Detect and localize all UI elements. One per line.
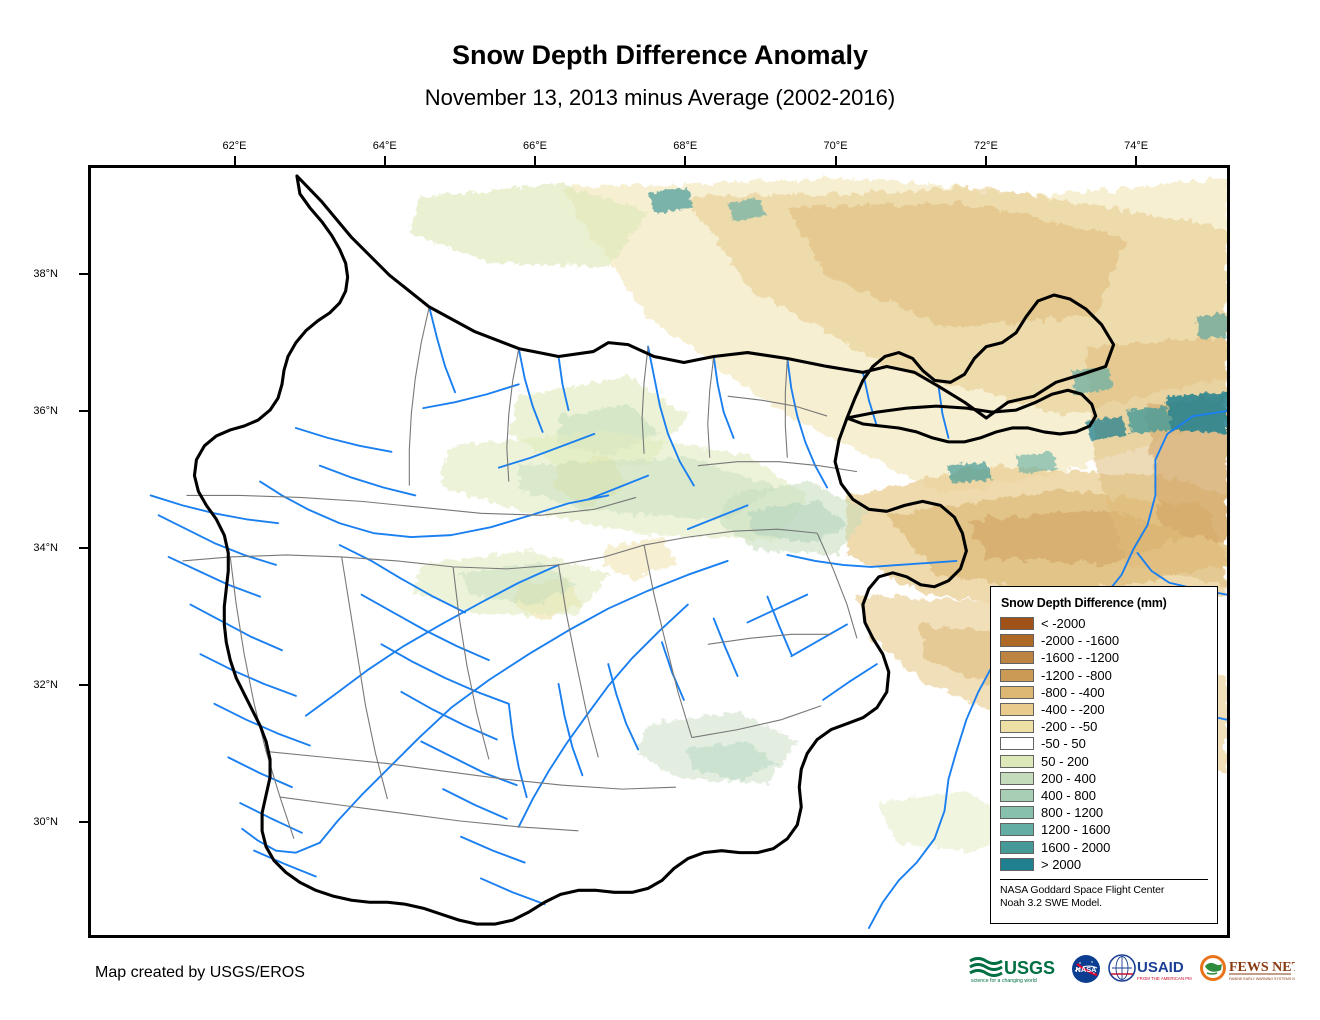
legend-row: -1200 - -800 [1000,667,1208,684]
longitude-tick [684,156,687,165]
fewsnet-tagline: FAMINE EARLY WARNING SYSTEMS NETWORK [1229,977,1295,981]
legend-swatch [1000,720,1034,734]
legend-row: 200 - 400 [1000,770,1208,787]
legend-swatch [1000,703,1034,717]
river-network [149,174,1227,929]
latitude-tick-label: 36°N [33,405,58,418]
latitude-tick-label: 38°N [33,268,58,281]
longitude-tick [834,156,837,165]
legend-row: 1200 - 1600 [1000,821,1208,838]
legend-swatch [1000,806,1034,820]
longitude-tick-label: 72°E [973,140,998,152]
longitude-tick [1135,156,1138,165]
legend-swatch [1000,651,1034,665]
longitude-tick [383,156,386,165]
legend-label: 800 - 1200 [1041,805,1104,821]
latitude-tick-label: 32°N [33,678,58,691]
longitude-tick [233,156,236,165]
legend-footnote-line2: Noah 3.2 SWE Model. [1000,896,1102,909]
legend-label: 1600 - 2000 [1041,839,1111,855]
legend-swatch [1000,754,1034,768]
legend-row: -400 - -200 [1000,701,1208,718]
legend-label: < -2000 [1041,616,1086,632]
legend-swatch [1000,685,1034,699]
longitude-tick [984,156,987,165]
legend-label: -1200 - -800 [1041,667,1112,683]
afghanistan-border [192,174,1116,926]
latitude-tick [79,683,88,686]
legend-row: > 2000 [1000,856,1208,873]
legend-label: -1600 - -1200 [1041,650,1120,666]
legend-row: < -2000 [1000,615,1208,632]
usaid-logo: USAID FROM THE AMERICAN PEOPLE [1108,953,1192,985]
legend-label: 50 - 200 [1041,753,1089,769]
legend-label: -400 - -200 [1041,702,1105,718]
legend-label: > 2000 [1041,856,1082,872]
wakhan-corridor-border [845,388,1098,444]
map-credit: Map created by USGS/EROS [95,964,305,981]
map-legend: Snow Depth Difference (mm) < -2000 -2000 … [990,586,1218,924]
fewsnet-logo: FEWS NET FAMINE EARLY WARNING SYSTEMS NE… [1199,953,1295,985]
nasa-wordmark: NASA [1076,965,1098,974]
longitude-tick-label: 68°E [673,140,698,152]
latitude-tick [79,410,88,413]
longitude-tick-label: 70°E [823,140,848,152]
latitude-tick [79,547,88,550]
page-title: Snow Depth Difference Anomaly [451,40,869,70]
legend-row: 400 - 800 [1000,787,1208,804]
usaid-tagline: FROM THE AMERICAN PEOPLE [1137,976,1192,981]
legend-entries: < -2000 -2000 - -1600 -1600 - -1200 -1200 -… [1000,615,1208,873]
legend-swatch [1000,857,1034,871]
legend-row: -1600 - -1200 [1000,649,1208,666]
longitude-tick-label: 64°E [372,140,397,152]
legend-label: -2000 - -1600 [1041,633,1120,649]
page-subtitle: November 13, 2013 minus Average (2002-20… [424,85,896,110]
legend-row: -2000 - -1600 [1000,632,1208,649]
legend-row: 1600 - 2000 [1000,838,1208,855]
longitude-tick-label: 66°E [523,140,548,152]
legend-swatch [1000,788,1034,802]
legend-label: -200 - -50 [1041,719,1098,735]
latitude-tick-label: 30°N [33,815,58,828]
legend-footnote: NASA Goddard Space Flight Center Noah 3.… [1000,878,1208,910]
usgs-wave-mark [969,957,1003,977]
legend-label: -800 - -400 [1041,684,1105,700]
longitude-tick [534,156,537,165]
legend-title: Snow Depth Difference (mm) [1001,596,1167,610]
legend-footnote-line1: NASA Goddard Space Flight Center [1000,883,1165,896]
longitude-tick-label: 62°E [222,140,247,152]
usgs-wordmark: USGS [1004,958,1055,978]
legend-row: -800 - -400 [1000,684,1208,701]
legend-row: 50 - 200 [1000,753,1208,770]
usgs-logo: USGS science for a changing world [968,953,1064,985]
legend-row: -200 - -50 [1000,718,1208,735]
legend-row: 800 - 1200 [1000,804,1208,821]
legend-label: 200 - 400 [1041,770,1096,786]
legend-row: -50 - 50 [1000,735,1208,752]
province-boundaries [182,306,858,839]
legend-label: 400 - 800 [1041,787,1096,803]
longitude-tick-label: 74°E [1124,140,1149,152]
latitude-tick [79,820,88,823]
legend-swatch [1000,634,1034,648]
agency-logos: USGS science for a changing world NASA U… [968,952,1295,986]
legend-swatch [1000,823,1034,837]
latitude-tick [79,273,88,276]
latitude-tick-label: 34°N [33,542,58,555]
legend-swatch [1000,668,1034,682]
nasa-logo: NASA [1071,953,1101,985]
legend-label: 1200 - 1600 [1041,822,1111,838]
legend-swatch [1000,737,1034,751]
legend-swatch [1000,840,1034,854]
legend-swatch [1000,617,1034,631]
legend-label: -50 - 50 [1041,736,1086,752]
map-canvas[interactable] [88,165,1230,938]
usaid-wordmark: USAID [1137,959,1184,976]
legend-swatch [1000,771,1034,785]
usgs-tagline: science for a changing world [971,978,1037,984]
fewsnet-wordmark: FEWS NET [1229,960,1295,975]
